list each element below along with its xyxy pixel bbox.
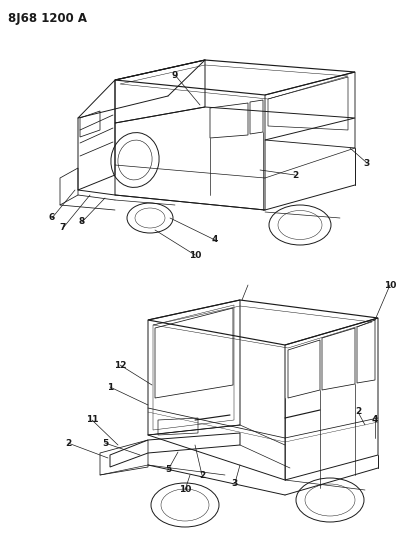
- Text: 10: 10: [179, 486, 191, 495]
- Text: 10: 10: [384, 280, 396, 289]
- Text: 12: 12: [114, 360, 126, 369]
- Text: 3: 3: [232, 479, 238, 488]
- Text: 5: 5: [165, 465, 171, 474]
- Text: 10: 10: [189, 251, 201, 260]
- Text: 11: 11: [86, 416, 98, 424]
- Text: 2: 2: [355, 408, 361, 416]
- Text: 7: 7: [60, 223, 66, 232]
- Text: 8J68 1200 A: 8J68 1200 A: [8, 12, 87, 25]
- Text: 3: 3: [364, 158, 370, 167]
- Text: 2: 2: [65, 439, 71, 448]
- Text: 2: 2: [199, 471, 205, 480]
- Text: 8: 8: [79, 217, 85, 227]
- Text: 4: 4: [372, 416, 378, 424]
- Text: 6: 6: [49, 214, 55, 222]
- Text: 4: 4: [212, 236, 218, 245]
- Text: 1: 1: [107, 383, 113, 392]
- Text: 9: 9: [172, 70, 178, 79]
- Text: 5: 5: [102, 439, 108, 448]
- Text: 2: 2: [292, 171, 298, 180]
